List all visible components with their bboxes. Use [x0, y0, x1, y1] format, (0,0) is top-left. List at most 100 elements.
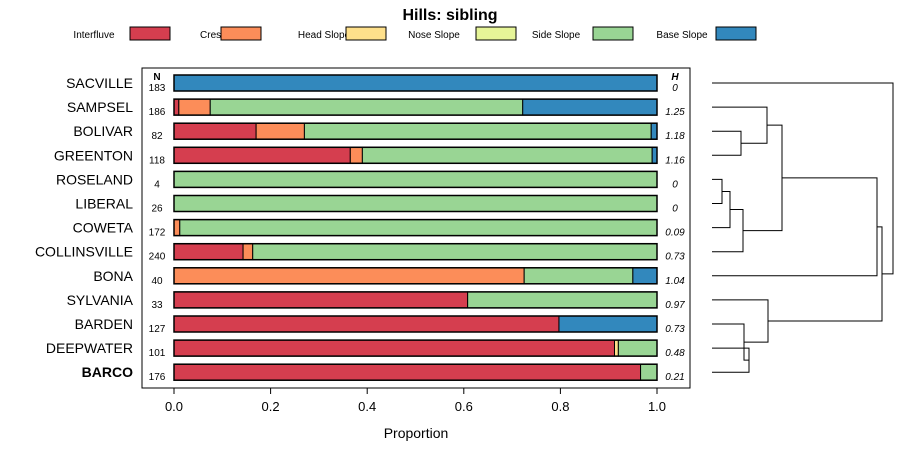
category-label: BARCO — [82, 364, 133, 380]
bar-segment-interfluve — [173, 291, 469, 309]
bar-segment-base-slope — [558, 315, 658, 333]
bar-segment-side-slope — [303, 122, 652, 140]
bar-segment-side-slope — [173, 195, 658, 212]
dendrogram-link — [768, 226, 883, 322]
legend-swatch-head-slope — [345, 26, 387, 41]
dendrogram-link — [712, 82, 894, 275]
bar-segment-side-slope — [179, 219, 658, 237]
bar-segment-interfluve — [173, 243, 244, 261]
h-value: 0.73 — [665, 252, 685, 263]
legend-label-nose-slope: Nose Slope — [408, 30, 460, 41]
category-label: SAMPSEL — [67, 99, 133, 115]
bar-segment-side-slope — [640, 363, 658, 381]
bar-outline — [173, 74, 658, 92]
legend-swatch-nose-slope — [475, 26, 517, 41]
x-tick-label: 0.2 — [262, 399, 280, 414]
legend-label-base-slope: Base Slope — [656, 30, 708, 41]
bar-segment-side-slope — [523, 267, 634, 285]
n-value: 26 — [151, 204, 163, 215]
bar-segment-side-slope — [173, 170, 658, 188]
bar-segment-crest — [178, 98, 211, 116]
bar-segment-side-slope — [617, 339, 658, 357]
legend-label-side-slope: Side Slope — [532, 30, 581, 41]
dendrogram-link — [712, 130, 742, 156]
h-value: 0.97 — [665, 300, 685, 311]
plot-panel — [141, 67, 691, 389]
h-value: 0.48 — [665, 348, 685, 359]
n-value: 118 — [149, 155, 165, 166]
h-value: 1.25 — [665, 107, 685, 118]
h-value: 0 — [672, 179, 678, 190]
dendrogram-link — [712, 177, 878, 277]
bar-outline — [173, 170, 658, 189]
legend-swatch-base-slope — [715, 26, 757, 41]
h-value: 0.73 — [665, 324, 685, 335]
legend-label-head-slope: Head Slope — [298, 30, 351, 41]
category-label: SACVILLE — [66, 75, 133, 91]
n-value: 33 — [151, 300, 163, 311]
h-value: 0.21 — [665, 372, 684, 383]
bar-segment-side-slope — [467, 291, 658, 309]
bar-outline — [173, 267, 658, 285]
h-value: 0 — [672, 204, 678, 215]
category-label: BARDEN — [75, 316, 133, 332]
bar-segment-base-slope — [650, 122, 658, 140]
n-column-header: N — [153, 72, 160, 83]
h-value: 1.16 — [665, 155, 685, 166]
bar-segment-interfluve — [173, 363, 642, 381]
n-value: 183 — [149, 83, 166, 94]
category-label: BOLIVAR — [73, 123, 133, 139]
bar-segment-crest — [255, 122, 305, 140]
dendrogram-link — [712, 178, 723, 204]
x-tick-label: 0.8 — [551, 399, 569, 414]
h-column-header: H — [671, 72, 679, 83]
bar-segment-base-slope — [522, 98, 658, 116]
n-value: 4 — [154, 179, 160, 190]
h-value: 0.09 — [665, 228, 685, 239]
h-value: 0 — [672, 83, 678, 94]
bar-outline — [173, 363, 658, 381]
category-label: DEEPWATER — [46, 340, 133, 356]
category-label: SYLVANIA — [67, 292, 134, 308]
category-label: COWETA — [73, 220, 134, 236]
dendrogram-link — [712, 209, 744, 253]
dendrogram-link — [712, 299, 769, 343]
legend-swatch-side-slope — [592, 26, 634, 41]
bar-outline — [173, 291, 658, 309]
n-value: 240 — [149, 252, 166, 263]
bar-outline — [173, 242, 658, 261]
bar-segment-base-slope — [632, 267, 658, 285]
bar-segment-side-slope — [252, 243, 658, 261]
bar-outline — [173, 218, 658, 237]
bar-segment-crest — [349, 146, 363, 164]
x-tick-label: 1.0 — [648, 399, 666, 414]
x-tick-label: 0.4 — [358, 399, 376, 414]
bar-outline — [173, 122, 658, 140]
bar-segment-interfluve — [173, 339, 615, 357]
x-tick-label: 0.6 — [455, 399, 473, 414]
bar-rows: SACVILLE 183 0 SAMPSEL 186 1.25 BOLIVAR 82 1.18 G… — [35, 74, 685, 383]
dendrogram-link — [712, 347, 750, 373]
category-label: BONA — [93, 268, 133, 284]
n-value: 101 — [149, 348, 166, 359]
bar-segment-side-slope — [361, 146, 653, 164]
legend-label-interfluve: Interfluve — [73, 30, 115, 41]
n-value: 40 — [151, 276, 163, 287]
n-value: 186 — [149, 107, 166, 118]
x-axis-label: Proportion — [384, 425, 449, 441]
bar-segment-crest — [242, 243, 254, 261]
x-tick-label: 0.0 — [165, 399, 183, 414]
legend-swatch-interfluve — [129, 26, 171, 41]
dendrogram-link — [712, 106, 768, 144]
bar-outline — [173, 315, 658, 333]
bar-segment-side-slope — [209, 98, 524, 116]
dendrogram-link — [712, 323, 749, 361]
bar-segment-interfluve — [173, 315, 560, 333]
dendrogram-link — [743, 124, 783, 232]
n-value: 127 — [149, 324, 166, 335]
bar-segment-head-slope — [613, 339, 619, 357]
category-label: LIBERAL — [75, 196, 133, 212]
n-value: 172 — [149, 228, 166, 239]
h-value: 1.04 — [665, 276, 685, 287]
legend: Interfluve Crest Head Slope Nose Slope Side … — [73, 26, 757, 41]
